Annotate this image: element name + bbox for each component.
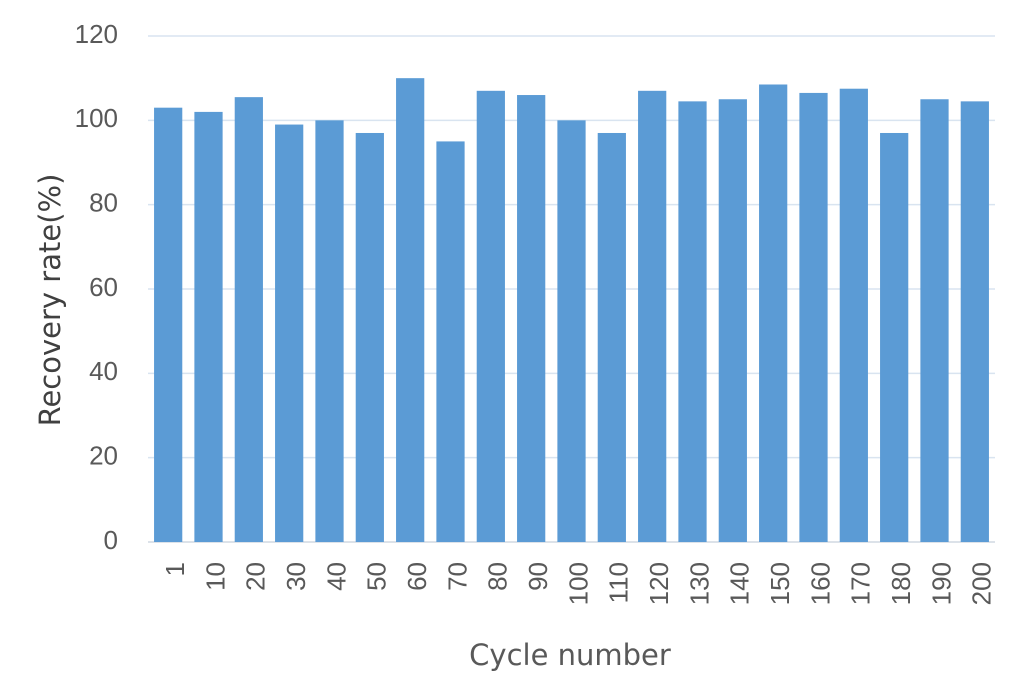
bar-cycle-1 [154, 107, 183, 542]
x-tick-label: 180 [886, 562, 916, 605]
bar-cycle-80 [476, 90, 505, 543]
bar-cycle-60 [396, 78, 425, 543]
bars [154, 78, 989, 543]
y-tick-label: 20 [89, 441, 118, 471]
x-tick-label: 20 [241, 562, 271, 591]
y-tick-label: 80 [89, 188, 118, 218]
x-tick-label: 50 [362, 562, 392, 591]
x-tick-label: 30 [281, 562, 311, 591]
x-tick-label: 130 [684, 562, 714, 605]
x-tick-label: 170 [846, 562, 876, 605]
bar-cycle-20 [234, 97, 263, 543]
bar-cycle-40 [315, 120, 344, 542]
x-tick-label: 200 [967, 562, 997, 605]
x-tick-label: 80 [483, 562, 513, 591]
x-tick-label: 150 [765, 562, 795, 605]
y-tick-label: 40 [89, 356, 118, 386]
x-tick-label: 100 [563, 562, 593, 605]
x-tick-label: 160 [805, 562, 835, 605]
y-tick-label: 60 [89, 272, 118, 302]
bar-cycle-70 [436, 141, 465, 542]
x-tick-label: 40 [321, 562, 351, 591]
x-tick-labels: 1 10 20 30 40 50 60 70 80 90 100 110 120 130 140 150 160… [160, 562, 997, 605]
y-tick-label: 0 [104, 525, 118, 555]
bar-cycle-50 [355, 132, 384, 542]
bar-cycle-10 [194, 111, 223, 543]
bar-cycle-200 [960, 101, 989, 542]
x-tick-label: 70 [442, 562, 472, 591]
bar-cycle-140 [718, 99, 747, 542]
x-tick-label: 120 [644, 562, 674, 605]
bar-cycle-190 [920, 99, 949, 542]
x-tick-label: 90 [523, 562, 553, 591]
bar-cycle-170 [839, 88, 868, 542]
bar-cycle-150 [759, 84, 788, 542]
x-tick-label: 190 [926, 562, 956, 605]
bar-cycle-100 [557, 120, 586, 542]
y-axis-title: Recovery rate(%) [33, 174, 67, 427]
y-tick-label: 100 [75, 103, 118, 133]
bar-cycle-120 [638, 90, 667, 543]
x-tick-label: 1 [160, 562, 190, 576]
bar-cycle-110 [597, 132, 626, 542]
bar-cycle-130 [678, 101, 707, 542]
x-axis-title: Cycle number [469, 638, 671, 672]
bar-cycle-90 [517, 95, 546, 543]
bar-cycle-160 [799, 92, 828, 543]
x-tick-label: 10 [200, 562, 230, 591]
y-tick-labels: 0 20 40 60 80 100 120 [75, 19, 118, 555]
x-tick-label: 60 [402, 562, 432, 591]
y-tick-label: 120 [75, 19, 118, 49]
bar-cycle-180 [880, 132, 909, 542]
x-tick-label: 140 [725, 562, 755, 605]
x-tick-label: 110 [604, 562, 634, 603]
bar-cycle-30 [275, 124, 304, 543]
